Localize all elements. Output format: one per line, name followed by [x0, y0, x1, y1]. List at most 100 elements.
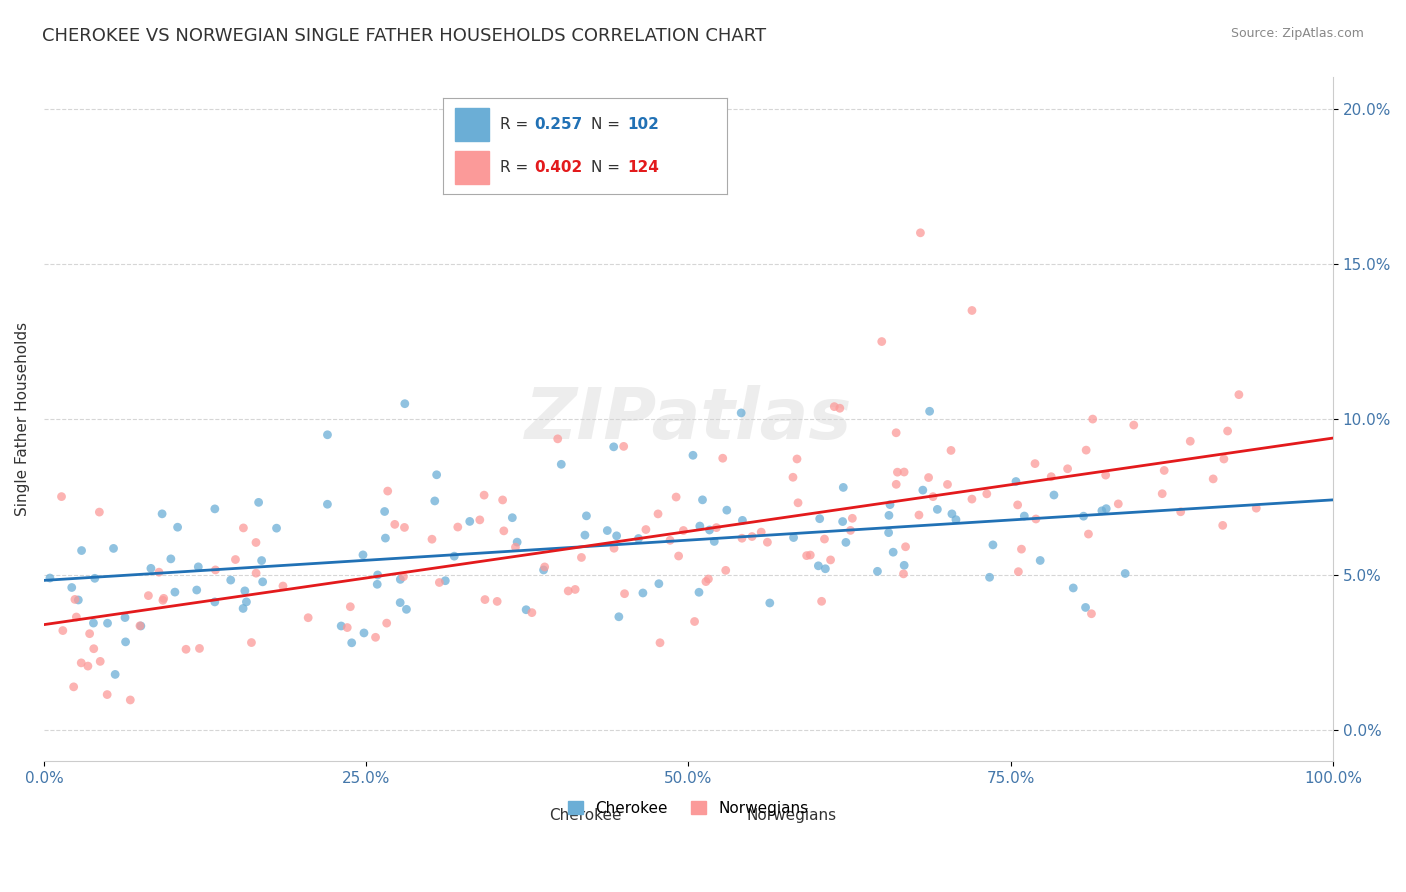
Cherokee [831, 515, 853, 529]
Cherokee [83, 571, 105, 585]
Norwegians [564, 582, 586, 597]
Norwegians [648, 636, 671, 650]
Norwegians [336, 621, 359, 635]
Norwegians [339, 599, 361, 614]
Cherokee [1043, 488, 1066, 502]
Norwegians [51, 490, 73, 504]
Norwegians [491, 492, 513, 507]
Norwegians [174, 642, 197, 657]
Norwegians [841, 511, 863, 525]
Norwegians [148, 565, 170, 579]
Norwegians [796, 549, 818, 563]
Cherokee [114, 610, 136, 624]
Norwegians [870, 334, 893, 349]
Cherokee [139, 561, 162, 575]
Norwegians [245, 566, 267, 581]
Cherokee [166, 520, 188, 534]
Norwegians [647, 507, 669, 521]
Cherokee [426, 467, 449, 482]
Norwegians [976, 487, 998, 501]
Cherokee [39, 571, 62, 585]
Norwegians [1010, 542, 1032, 557]
Cherokee [688, 585, 710, 599]
Norwegians [1040, 469, 1063, 483]
Cherokee [879, 498, 901, 512]
Cherokee [602, 440, 624, 454]
Cherokee [60, 581, 83, 595]
Norwegians [70, 656, 93, 670]
Norwegians [1180, 434, 1202, 449]
Norwegians [474, 592, 496, 607]
Cherokee [692, 492, 714, 507]
Cherokee [252, 574, 274, 589]
Norwegians [427, 575, 450, 590]
Norwegians [683, 615, 706, 629]
Norwegians [1107, 497, 1129, 511]
Cherokee [945, 513, 967, 527]
Norwegians [392, 570, 415, 584]
Norwegians [384, 517, 406, 532]
Cherokee [458, 515, 481, 529]
Cherokee [941, 507, 963, 521]
Text: CHEROKEE VS NORWEGIAN SINGLE FATHER HOUSEHOLDS CORRELATION CHART: CHEROKEE VS NORWEGIAN SINGLE FATHER HOUS… [42, 27, 766, 45]
Norwegians [922, 490, 945, 504]
Legend: Cherokee, Norwegians: Cherokee, Norwegians [562, 795, 815, 822]
Cherokee [877, 525, 900, 540]
Norwegians [672, 524, 695, 538]
Norwegians [547, 432, 569, 446]
Cherokee [1074, 600, 1097, 615]
Norwegians [960, 303, 983, 318]
Norwegians [468, 513, 491, 527]
Norwegians [375, 616, 398, 631]
Cherokee [250, 553, 273, 567]
Norwegians [960, 492, 983, 507]
Cherokee [82, 615, 104, 630]
Cherokee [67, 593, 90, 607]
Norwegians [665, 490, 688, 504]
Cherokee [911, 483, 934, 497]
Norwegians [1246, 501, 1268, 516]
Norwegians [706, 520, 728, 534]
Cherokee [395, 602, 418, 616]
Cherokee [219, 573, 242, 587]
Norwegians [749, 525, 772, 540]
Norwegians [799, 548, 821, 562]
Cherokee [981, 538, 1004, 552]
Cherokee [160, 552, 183, 566]
Norwegians [1170, 505, 1192, 519]
Cherokee [731, 513, 754, 527]
Norwegians [1212, 518, 1234, 533]
Cherokee [235, 595, 257, 609]
Norwegians [714, 563, 737, 577]
Cherokee [979, 570, 1001, 584]
Norwegians [634, 523, 657, 537]
Cherokee [1005, 475, 1028, 489]
Text: Cherokee: Cherokee [548, 808, 621, 823]
Norwegians [364, 630, 387, 644]
Cherokee [186, 582, 208, 597]
Cherokee [807, 558, 830, 573]
Norwegians [613, 439, 636, 453]
Cherokee [1073, 509, 1095, 524]
Norwegians [65, 610, 87, 624]
Norwegians [152, 593, 174, 607]
Norwegians [1122, 418, 1144, 433]
Y-axis label: Single Father Households: Single Father Households [15, 322, 30, 516]
Cherokee [187, 559, 209, 574]
Cherokee [389, 596, 412, 610]
Norwegians [893, 465, 915, 479]
Norwegians [613, 587, 636, 601]
Norwegians [394, 520, 416, 534]
Cherokee [1095, 501, 1118, 516]
Norwegians [89, 505, 111, 519]
Cherokee [129, 619, 152, 633]
Text: Norwegians: Norwegians [747, 808, 837, 823]
Norwegians [1056, 462, 1078, 476]
Cherokee [367, 568, 389, 582]
Norwegians [1076, 443, 1098, 458]
Norwegians [52, 624, 75, 638]
Cherokee [266, 521, 288, 535]
Norwegians [786, 452, 808, 467]
Norwegians [96, 688, 118, 702]
Cherokee [353, 626, 375, 640]
